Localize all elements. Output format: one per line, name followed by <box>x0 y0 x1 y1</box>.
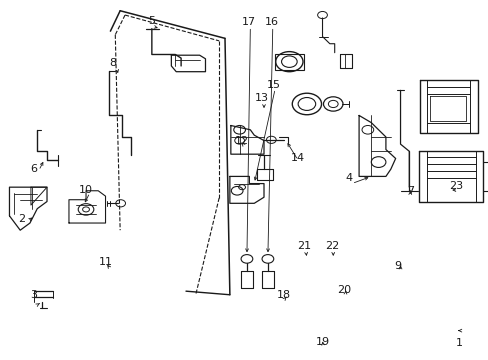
Text: 14: 14 <box>290 153 305 163</box>
Text: 23: 23 <box>448 181 463 192</box>
Text: 20: 20 <box>337 285 351 296</box>
Text: 8: 8 <box>109 58 116 68</box>
Text: 3: 3 <box>30 290 37 300</box>
Text: 13: 13 <box>254 93 268 103</box>
Text: 7: 7 <box>406 186 413 196</box>
Text: 4: 4 <box>345 173 352 183</box>
Text: 10: 10 <box>79 185 93 195</box>
Text: 19: 19 <box>315 337 329 347</box>
Text: 2: 2 <box>18 215 25 224</box>
Text: 5: 5 <box>148 17 155 27</box>
Text: 11: 11 <box>98 257 112 267</box>
Text: 15: 15 <box>266 80 280 90</box>
Text: 9: 9 <box>394 261 401 271</box>
Bar <box>274 54 304 69</box>
Text: 1: 1 <box>455 338 462 348</box>
Text: 22: 22 <box>325 241 339 251</box>
Text: 12: 12 <box>235 136 248 145</box>
Text: 18: 18 <box>276 290 290 300</box>
Text: 16: 16 <box>264 17 278 27</box>
Text: 21: 21 <box>297 241 311 251</box>
Text: 17: 17 <box>241 17 255 27</box>
Text: 6: 6 <box>30 163 37 174</box>
